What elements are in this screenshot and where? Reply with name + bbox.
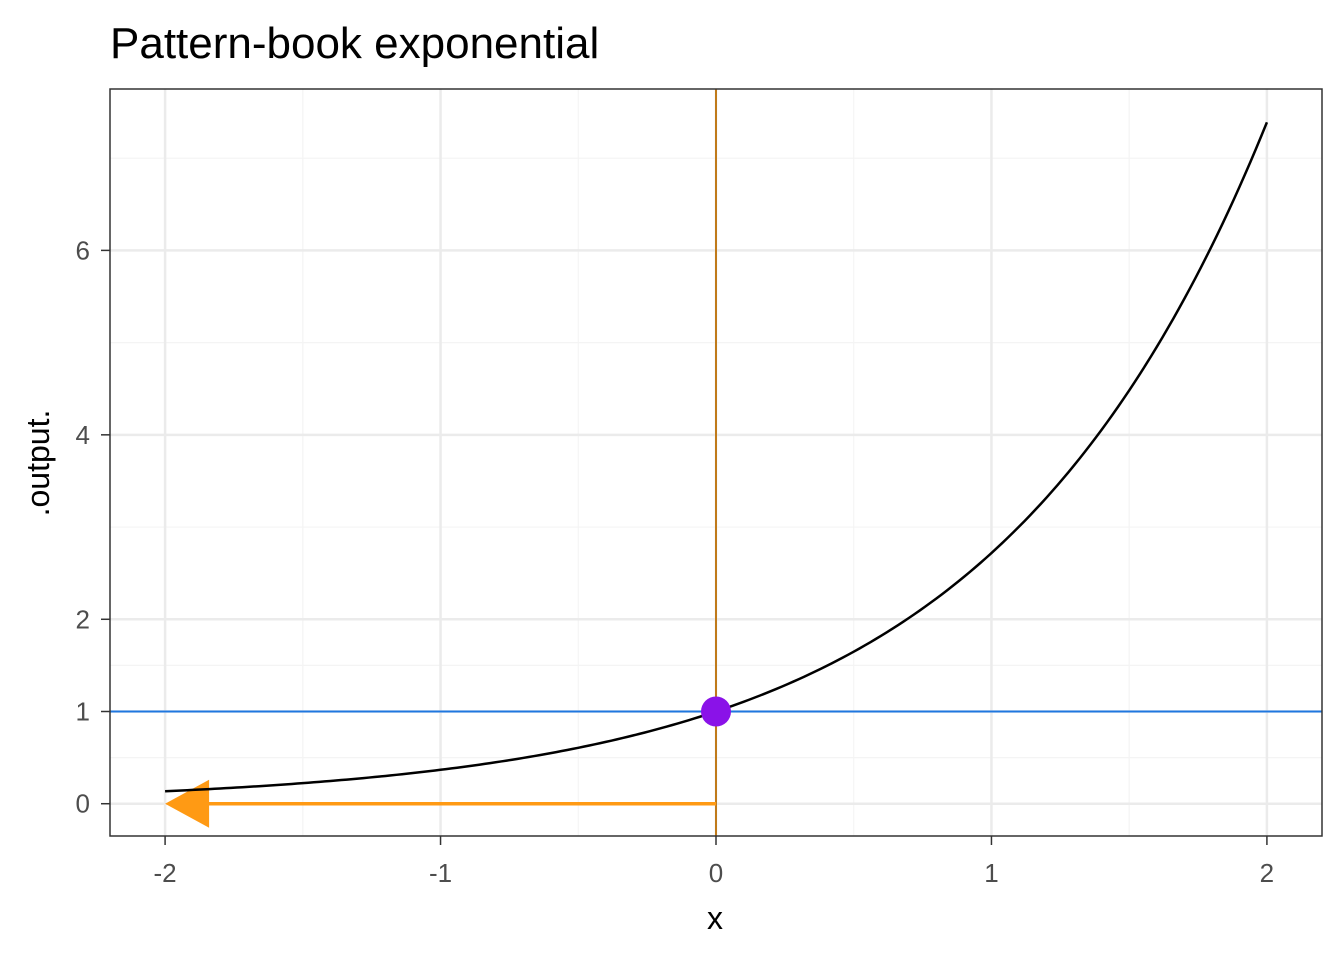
y-tick-label: 0 (76, 789, 90, 819)
x-tick-label: -1 (429, 858, 452, 888)
x-tick-label: 1 (984, 858, 998, 888)
chart-title: Pattern-book exponential (110, 19, 599, 68)
x-tick-label: -2 (154, 858, 177, 888)
arrow-head (165, 779, 210, 828)
x-tick-label: 2 (1260, 858, 1274, 888)
y-axis-ticks: 0 1 2 4 6 (76, 235, 110, 819)
y-axis-title: .output. (20, 410, 56, 517)
y-tick-label: 1 (76, 697, 90, 727)
reference-point (701, 696, 731, 727)
y-tick-label: 6 (76, 235, 90, 265)
y-tick-label: 4 (76, 420, 90, 450)
x-tick-label: 0 (709, 858, 723, 888)
x-axis-ticks: -2 -1 0 1 2 (154, 836, 1274, 888)
x-axis-title: x (707, 900, 723, 936)
y-tick-label: 2 (76, 604, 90, 634)
